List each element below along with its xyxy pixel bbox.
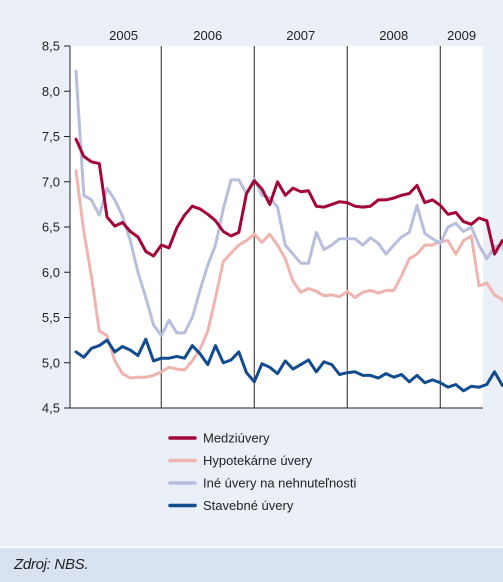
year-label-2007: 2007 (286, 28, 315, 43)
y-tick-label: 6,0 (42, 265, 60, 280)
year-divider-lines (160, 46, 441, 408)
y-axis-ticks (64, 45, 70, 409)
legend-label-2: Hypotekárne úvery (203, 453, 313, 468)
series-line-3 (74, 69, 503, 338)
source-note: Zdroj: NBS. (14, 556, 89, 573)
legend: Medziúvery Hypotekárne úvery Iné úvery na … (168, 431, 357, 513)
year-label-2006: 2006 (193, 28, 222, 43)
year-labels: 2005 2006 2007 2008 2009 (109, 28, 476, 43)
legend-label-4: Stavebné úvery (203, 498, 294, 513)
y-tick-label: 5,5 (42, 310, 60, 325)
series-line-1 (74, 137, 503, 258)
y-tick-label: 5,0 (42, 355, 60, 370)
legend-label-3: Iné úvery na nehnuteľnosti (203, 476, 357, 491)
y-axis-labels: 8,5 8,0 7,5 7,0 6,5 6,0 5,5 5,0 4,5 (42, 39, 60, 416)
y-tick-label: 6,5 (42, 220, 60, 235)
series-line-4 (74, 337, 503, 393)
y-tick-label: 7,0 (42, 174, 60, 189)
plot-area (70, 46, 483, 408)
y-tick-label: 4,5 (42, 401, 60, 416)
chart-panel: 8,5 8,0 7,5 7,0 6,5 6,0 5,5 5,0 4,5 2005 2006 2007… (41, 28, 503, 513)
year-label-2008: 2008 (379, 28, 408, 43)
year-label-2005: 2005 (109, 28, 138, 43)
legend-label-1: Medziúvery (203, 431, 270, 446)
y-tick-label: 7,5 (42, 129, 60, 144)
year-label-2009: 2009 (447, 28, 476, 43)
line-chart: 8,5 8,0 7,5 7,0 6,5 6,0 5,5 5,0 4,5 2005 2006 2007… (42, 28, 503, 513)
source-bar: Zdroj: NBS. (0, 546, 503, 582)
y-tick-label: 8,5 (42, 39, 60, 54)
series-lines (74, 69, 503, 393)
y-tick-label: 8,0 (42, 84, 60, 99)
